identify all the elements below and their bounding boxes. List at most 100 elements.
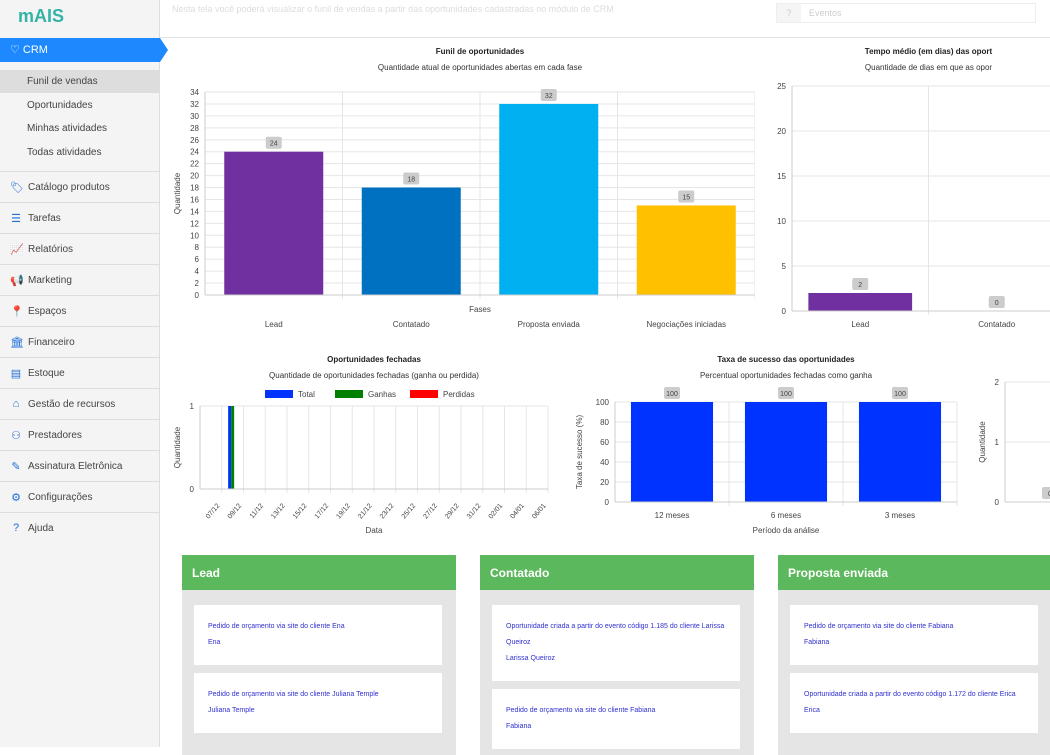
x-tick-label: 27/12 <box>422 502 439 520</box>
data-label: 15 <box>682 194 690 201</box>
y-tick-label: 32 <box>190 100 199 109</box>
card-title[interactable]: Pedido de orçamento via site do cliente … <box>506 707 656 714</box>
card-client: Ena <box>208 639 221 646</box>
legend-label: Ganhas <box>368 390 396 399</box>
sidebar-item-label: Marketing <box>28 274 72 286</box>
opportunity-card[interactable]: Oportunidade criada a partir do evento c… <box>492 605 740 681</box>
page-description: Nesta tela você poderá visualizar o funi… <box>172 4 614 14</box>
card-title[interactable]: Pedido de orçamento via site do cliente … <box>208 623 345 630</box>
sidebar-item[interactable]: 📍 Espaços <box>0 295 160 326</box>
x-tick-label: 07/12 <box>205 502 222 520</box>
kanban-column: Lead Pedido de orçamento via site do clie… <box>182 555 456 755</box>
sidebar-subitem[interactable]: Todas atividades <box>27 146 102 158</box>
card-title[interactable]: Oportunidade criada a partir do evento c… <box>506 623 725 646</box>
y-tick-label: 0 <box>782 307 787 316</box>
data-label: 100 <box>894 391 906 398</box>
card-client: Juliana Temple <box>208 707 255 714</box>
card-title[interactable]: Pedido de orçamento via site do cliente … <box>208 691 379 698</box>
y-tick-label: 14 <box>190 207 199 216</box>
y-tick-label: 60 <box>600 438 609 447</box>
opportunity-card[interactable]: Pedido de orçamento via site do cliente … <box>492 689 740 749</box>
bar-ganhas <box>231 406 235 489</box>
sidebar-item[interactable]: 📈 Relatórios <box>0 233 160 264</box>
x-tick-label: 13/12 <box>270 502 287 520</box>
events-selector[interactable]: ? Eventos <box>776 3 1036 23</box>
opportunity-card[interactable]: Pedido de orçamento via site do cliente … <box>194 673 442 733</box>
data-label-bg <box>1042 487 1050 499</box>
logo[interactable]: mAIS <box>18 6 65 26</box>
x-tick-label: 09/12 <box>227 502 244 520</box>
y-tick-label: 4 <box>195 267 200 276</box>
sidebar-item-crm[interactable]: ♡ CRM <box>0 38 168 62</box>
page-header: Nesta tela você poderá visualizar o funi… <box>160 0 1050 38</box>
data-label: 100 <box>780 391 792 398</box>
bar <box>858 402 942 502</box>
map-pin-icon: 📍 <box>10 305 24 318</box>
y-tick-label: 10 <box>777 217 786 226</box>
sidebar-item[interactable]: ▤ Estoque <box>0 357 160 388</box>
opportunity-card[interactable]: Pedido de orçamento via site do cliente … <box>194 605 442 665</box>
card-client: Fabiana <box>506 723 532 730</box>
card-title[interactable]: Oportunidade criada a partir do evento c… <box>804 691 1016 698</box>
chart-subtitle: Quantidade de oportunidades fechadas (ga… <box>269 371 479 380</box>
card-title[interactable]: Pedido de orçamento via site do cliente … <box>804 623 954 630</box>
chart-title: Oportunidades fechadas <box>327 355 421 364</box>
y-axis-label: Quantidade <box>978 421 987 463</box>
y-tick-label: 1 <box>190 402 195 411</box>
y-tick-label: 6 <box>195 255 200 264</box>
y-tick-label: 18 <box>190 184 199 193</box>
signature-icon: ✎ <box>11 460 21 473</box>
sidebar-item[interactable]: ⚙ Configurações <box>0 481 160 512</box>
x-tick-label: 17/12 <box>314 502 331 520</box>
users-icon: ⚇ <box>11 429 21 442</box>
bar-total <box>228 406 232 489</box>
sidebar-item[interactable]: ✎ Assinatura Eletrônica <box>0 450 160 481</box>
opportunity-card[interactable]: Pedido de orçamento via site do cliente … <box>790 605 1038 665</box>
y-tick-label: 34 <box>190 88 199 97</box>
bar <box>630 402 714 502</box>
sidebar-subitem[interactable]: Oportunidades <box>27 99 93 111</box>
legend-swatch <box>410 390 438 398</box>
x-tick-label: Lead <box>265 320 283 329</box>
sidebar-item[interactable]: 🏷 Catálogo produtos <box>0 171 160 202</box>
bar <box>744 402 828 502</box>
chart-oportunidades-fechadas: Oportunidades fechadas Quantidade de opor… <box>173 355 549 535</box>
y-tick-label: 2 <box>995 378 1000 387</box>
data-label-bg <box>540 88 557 101</box>
tasks-icon: ☰ <box>11 212 21 225</box>
opportunity-card[interactable]: Oportunidade criada a partir do evento c… <box>790 673 1038 733</box>
sidebar-item[interactable]: ⌂ Gestão de recursos <box>0 388 160 419</box>
x-tick-label: Proposta enviada <box>518 320 581 329</box>
x-tick-label: 11/12 <box>249 502 265 520</box>
sidebar-item[interactable]: ? Ajuda <box>0 512 160 543</box>
chart-title: Tempo médio (em dias) das oport <box>865 47 993 56</box>
sidebar-item[interactable]: 🏛 Financeiro <box>0 326 160 357</box>
bank-icon: 🏛 <box>10 336 24 349</box>
y-tick-label: 1 <box>995 438 1000 447</box>
chart-title: Funil de oportunidades <box>436 47 525 56</box>
sidebar-item[interactable]: 📢 Marketing <box>0 264 160 295</box>
sidebar-item[interactable]: ☰ Tarefas <box>0 202 160 233</box>
y-tick-label: 5 <box>782 262 787 271</box>
bar <box>808 293 913 311</box>
sidebar-item-label: Tarefas <box>28 212 61 224</box>
sidebar-item[interactable]: ⚇ Prestadores <box>0 419 160 450</box>
sidebar-subitem[interactable]: Minhas atividades <box>27 123 108 134</box>
data-label-bg <box>265 136 282 149</box>
y-tick-label: 20 <box>600 478 609 487</box>
x-tick-label: 15/12 <box>292 502 309 520</box>
x-tick-label: 12 meses <box>655 511 690 520</box>
y-tick-label: 8 <box>195 243 200 252</box>
y-tick-label: 30 <box>190 112 199 121</box>
sidebar-item-label: Ajuda <box>28 522 54 534</box>
y-axis-label: Quantidade <box>173 172 182 214</box>
chart-subtitle: Quantidade de dias em que as opor <box>865 63 993 72</box>
legend-swatch <box>335 390 363 398</box>
x-tick-label: Lead <box>851 320 869 329</box>
y-tick-label: 40 <box>600 458 609 467</box>
y-axis-label: Quantidade <box>173 426 182 468</box>
y-tick-label: 20 <box>190 172 199 181</box>
legend-label: Total <box>298 390 315 399</box>
chart-funil: Funil de oportunidades Quantidade atual d… <box>173 47 755 329</box>
sidebar-subitem[interactable]: Funil de vendas <box>0 70 160 93</box>
